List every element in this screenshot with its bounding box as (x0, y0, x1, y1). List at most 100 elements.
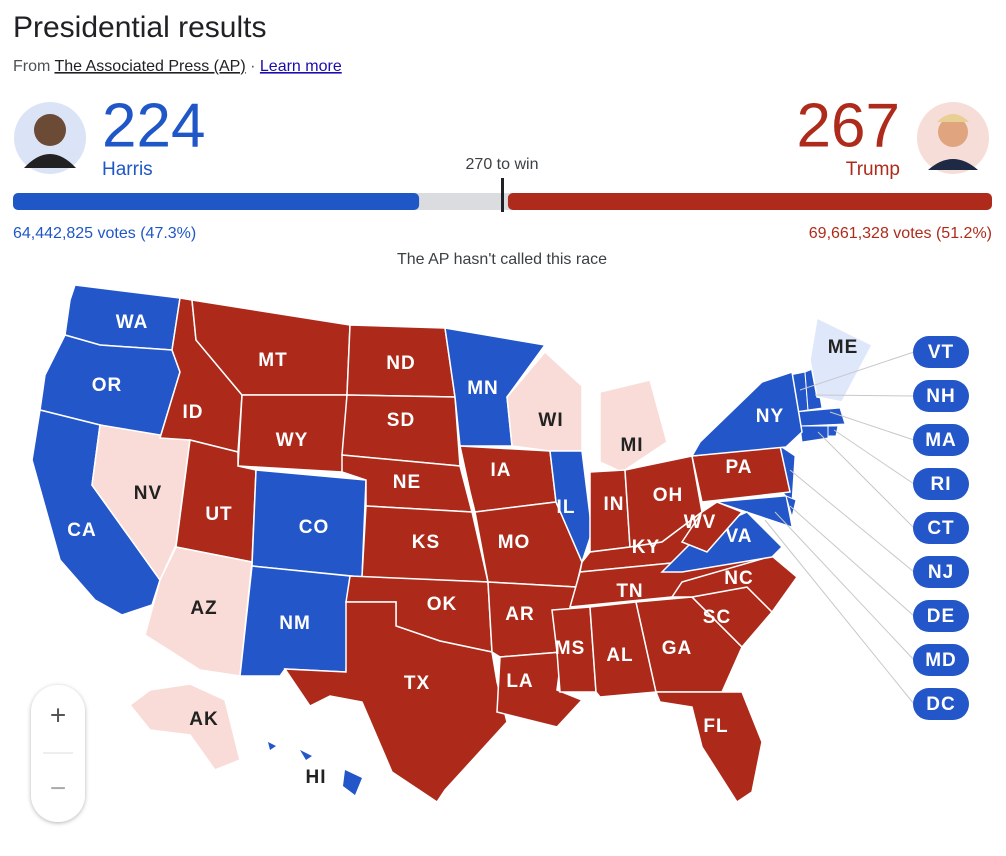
callout-line (764, 519, 915, 705)
state-label: CA (67, 520, 96, 541)
trump-photo (917, 102, 989, 174)
electoral-votes: 267 (797, 91, 900, 160)
state-label: HI (306, 767, 327, 788)
state-label: WV (684, 512, 717, 533)
callout-label: CT (927, 518, 954, 539)
state-label: FL (703, 716, 728, 737)
callout-line (814, 394, 915, 397)
state-label: VA (726, 526, 753, 547)
state-label: UT (205, 504, 232, 525)
state-label: IN (604, 494, 625, 515)
callout-pill[interactable] (913, 556, 969, 588)
state-label: NV (134, 483, 162, 504)
state-label: AR (505, 604, 534, 625)
state-label: OH (653, 485, 684, 506)
state-label: KS (412, 532, 440, 553)
state-label: IA (491, 460, 512, 481)
callout-line (799, 351, 915, 391)
state-shape (549, 450, 593, 565)
zoom-in[interactable]: + (50, 699, 66, 730)
state-label: WA (116, 312, 149, 333)
state-shape (599, 379, 668, 473)
state-label: MT (258, 350, 287, 371)
state-label: MI (620, 435, 643, 456)
state-label: MS (555, 638, 586, 659)
state-label: MN (467, 378, 499, 399)
ev-bar (13, 193, 420, 210)
learn-more-link[interactable]: Learn more (260, 58, 342, 75)
popular-votes: 69,661,328 votes (51.2%) (809, 225, 992, 242)
popular-votes: 64,442,825 votes (47.3%) (13, 225, 196, 242)
state-label: ME (828, 337, 859, 358)
state-shape (551, 606, 597, 693)
callout-pill[interactable] (913, 688, 969, 720)
state-label: AK (189, 709, 218, 730)
callout-label: VT (928, 342, 954, 363)
state-label: ND (386, 353, 415, 374)
state-label: MO (498, 532, 531, 553)
state-shape (128, 683, 241, 771)
state-shape (283, 601, 508, 804)
state-label: NM (279, 613, 311, 634)
state-label: AL (606, 645, 633, 666)
state-label: LA (506, 671, 533, 692)
callout-line (789, 505, 915, 617)
callout-pill[interactable] (913, 380, 969, 412)
candidate-name: Trump (846, 159, 900, 180)
callout-pill[interactable] (913, 468, 969, 500)
state-label: GA (662, 638, 693, 659)
state-shape (799, 425, 829, 443)
callout-label: DC (926, 694, 955, 715)
callout-line (829, 411, 915, 441)
state-label: TN (616, 581, 643, 602)
state-label: KY (632, 537, 660, 558)
state-label: AZ (190, 598, 217, 619)
state-shape (827, 425, 839, 437)
state-shape (680, 501, 744, 553)
state-shape (670, 555, 799, 614)
state-label: SD (387, 410, 415, 431)
callout-line (833, 429, 915, 485)
callout-pill[interactable] (913, 512, 969, 544)
race-status: The AP hasn't called this race (397, 251, 607, 268)
callout-pill[interactable] (913, 600, 969, 632)
state-label: WI (538, 410, 563, 431)
state-shape (654, 691, 763, 804)
callout-label: MD (925, 650, 957, 671)
state-label: PA (726, 457, 753, 478)
threshold-label: 270 to win (466, 156, 539, 173)
electoral-votes: 224 (102, 91, 205, 160)
state-shape (144, 546, 253, 677)
state-label: NC (724, 568, 753, 589)
map: WA OR CA NV ID MT WY UT CO AZ NM ND SD NE KS OK TX MN IA MO… (31, 284, 969, 804)
state-shape (268, 742, 362, 795)
source-prefix: From (13, 58, 50, 75)
state-shape (809, 316, 874, 403)
callout-label: DE (927, 606, 955, 627)
state-label: OK (427, 594, 458, 615)
callout-pill[interactable] (913, 644, 969, 676)
callout-line (789, 469, 915, 573)
state-label: OR (92, 375, 123, 396)
source-link[interactable]: The Associated Press (AP) (54, 58, 245, 75)
state-label: CO (299, 517, 330, 538)
state-shape (716, 495, 793, 528)
zoom-control: + − (31, 685, 85, 822)
state-label: NE (393, 472, 421, 493)
title: Presidential results (13, 11, 266, 44)
candidate-name: Harris (102, 159, 153, 180)
callout-label: NH (926, 386, 955, 407)
callout-line (774, 511, 915, 661)
callout-pill[interactable] (913, 424, 969, 456)
ev-bar (507, 193, 992, 210)
state-shape (690, 371, 803, 457)
state-label: SC (703, 607, 731, 628)
callout-pill[interactable] (913, 336, 969, 368)
callout-line (817, 431, 915, 529)
state-label: NY (756, 406, 784, 427)
state-label: WY (276, 430, 309, 451)
callout-label: RI (931, 474, 952, 495)
zoom-out[interactable]: − (50, 772, 66, 803)
harris-photo (14, 102, 86, 174)
